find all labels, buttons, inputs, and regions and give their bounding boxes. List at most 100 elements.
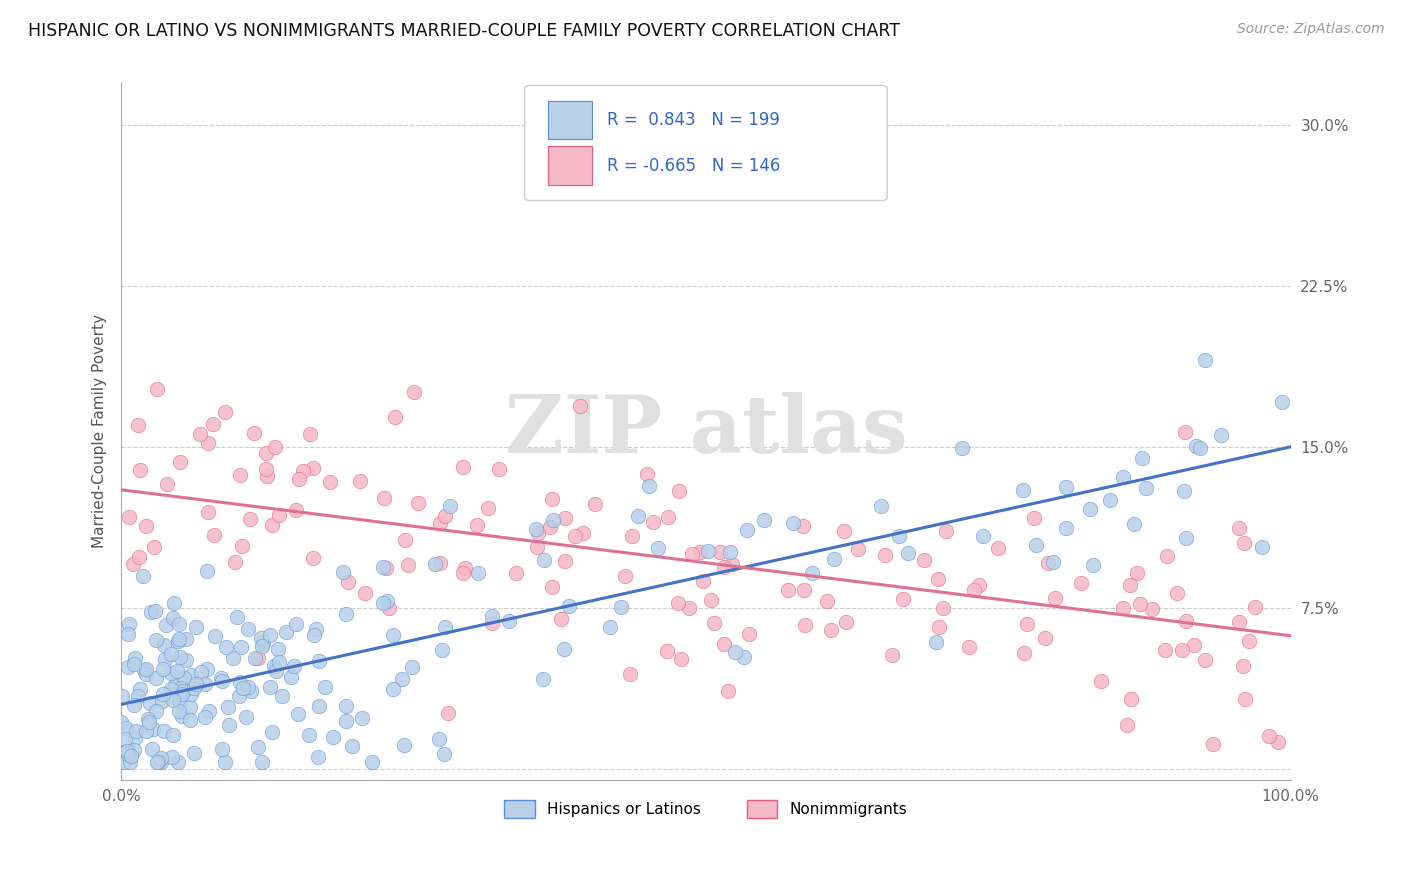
Point bbox=[498, 614, 520, 628]
Point bbox=[1036, 556, 1059, 570]
Point bbox=[297, 728, 319, 742]
Point bbox=[427, 732, 450, 747]
Point bbox=[127, 418, 149, 433]
Point bbox=[720, 558, 742, 572]
Point bbox=[1045, 591, 1067, 605]
Point bbox=[793, 582, 815, 597]
Point bbox=[214, 405, 236, 419]
Point bbox=[550, 612, 572, 626]
Point bbox=[692, 574, 714, 588]
Point bbox=[987, 541, 1010, 555]
Point bbox=[375, 594, 398, 608]
Point bbox=[121, 557, 143, 571]
Point bbox=[1232, 658, 1254, 673]
Point bbox=[110, 714, 132, 729]
Point bbox=[538, 520, 561, 534]
Point bbox=[214, 756, 236, 770]
Point bbox=[1054, 479, 1077, 493]
Point bbox=[614, 569, 637, 583]
Point bbox=[128, 681, 150, 696]
Point bbox=[262, 517, 284, 532]
Point bbox=[197, 704, 219, 718]
Point bbox=[264, 440, 287, 454]
Point bbox=[202, 528, 225, 542]
Point bbox=[194, 710, 217, 724]
Point bbox=[239, 512, 262, 526]
Point bbox=[738, 626, 761, 640]
Point bbox=[1156, 549, 1178, 563]
Point bbox=[138, 715, 160, 730]
Point bbox=[122, 698, 145, 712]
Point bbox=[541, 580, 564, 594]
Point bbox=[832, 524, 855, 538]
Point bbox=[681, 547, 703, 561]
Point bbox=[678, 601, 700, 615]
Point bbox=[957, 640, 980, 654]
Point bbox=[236, 622, 259, 636]
Point bbox=[524, 522, 547, 536]
Point bbox=[583, 497, 606, 511]
Point bbox=[228, 467, 250, 482]
Point bbox=[135, 667, 157, 681]
Point bbox=[160, 647, 183, 661]
Point bbox=[935, 524, 957, 538]
Point bbox=[132, 663, 155, 677]
Point bbox=[117, 627, 139, 641]
Point bbox=[637, 479, 659, 493]
Point bbox=[231, 640, 253, 654]
Point bbox=[689, 545, 711, 559]
Point bbox=[553, 641, 575, 656]
Point bbox=[1189, 442, 1212, 456]
Point bbox=[299, 427, 322, 442]
Point bbox=[190, 665, 212, 680]
Point bbox=[153, 652, 176, 666]
Point bbox=[1175, 531, 1198, 545]
Point bbox=[145, 671, 167, 685]
Point bbox=[124, 731, 146, 746]
Point bbox=[302, 628, 325, 642]
Point bbox=[252, 636, 274, 650]
Point bbox=[124, 651, 146, 665]
Point bbox=[371, 559, 394, 574]
Point bbox=[183, 681, 205, 695]
Point bbox=[152, 662, 174, 676]
Point bbox=[172, 684, 194, 698]
Point bbox=[429, 556, 451, 570]
Point bbox=[135, 724, 157, 739]
Point bbox=[793, 617, 815, 632]
Point bbox=[167, 694, 190, 708]
Point bbox=[111, 689, 134, 703]
Point bbox=[505, 566, 527, 581]
Point bbox=[260, 725, 283, 739]
Point bbox=[259, 628, 281, 642]
FancyBboxPatch shape bbox=[524, 86, 887, 201]
Point bbox=[433, 747, 456, 761]
Point bbox=[169, 704, 191, 718]
Point bbox=[599, 620, 621, 634]
Point bbox=[543, 513, 565, 527]
Point bbox=[439, 499, 461, 513]
Point bbox=[1098, 492, 1121, 507]
Point bbox=[141, 742, 163, 756]
Point bbox=[231, 539, 253, 553]
Point bbox=[792, 518, 814, 533]
Point bbox=[429, 516, 451, 530]
Point bbox=[1182, 639, 1205, 653]
FancyBboxPatch shape bbox=[548, 146, 592, 185]
Point bbox=[146, 756, 169, 770]
Point bbox=[307, 750, 329, 764]
Point bbox=[335, 698, 357, 713]
Point bbox=[166, 634, 188, 648]
Point bbox=[169, 632, 191, 646]
Point bbox=[392, 738, 415, 752]
Point bbox=[143, 541, 166, 555]
Point bbox=[180, 668, 202, 682]
Point bbox=[1130, 451, 1153, 466]
Point bbox=[1140, 602, 1163, 616]
Point bbox=[135, 519, 157, 533]
Point bbox=[218, 718, 240, 732]
Text: R =  0.843   N = 199: R = 0.843 N = 199 bbox=[606, 112, 779, 129]
Point bbox=[184, 620, 207, 634]
Point bbox=[155, 618, 177, 632]
Point bbox=[396, 558, 419, 573]
